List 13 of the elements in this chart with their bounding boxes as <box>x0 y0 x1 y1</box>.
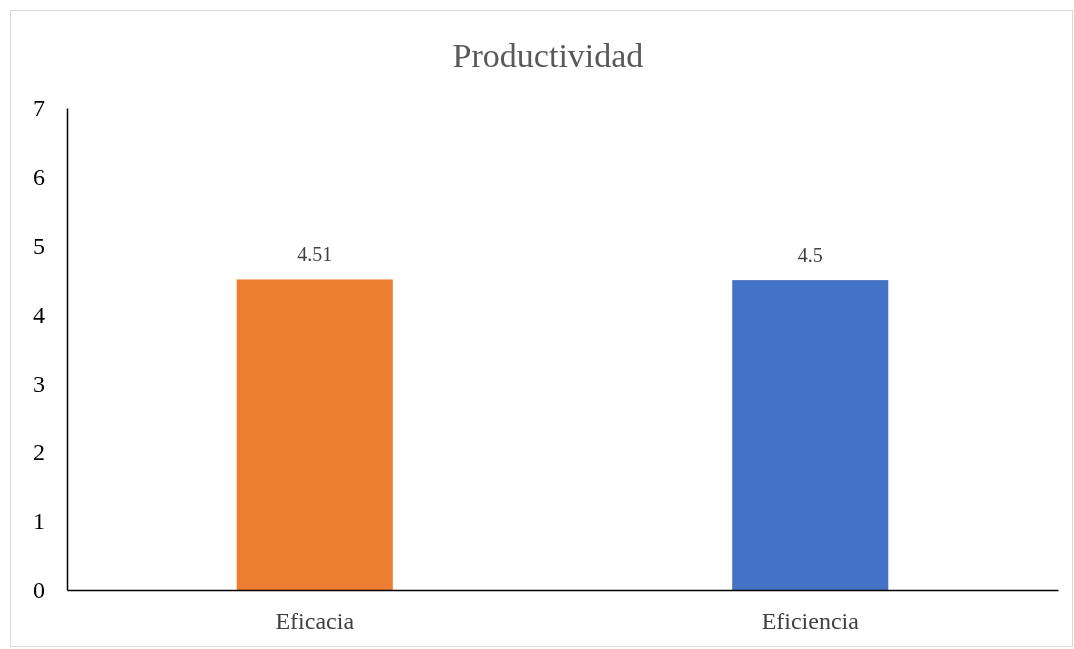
y-tick-label: 6 <box>33 164 45 191</box>
x-tick-label: Eficiencia <box>761 608 860 635</box>
y-tick-label: 1 <box>33 508 45 535</box>
y-tick-label: 2 <box>33 439 45 466</box>
y-tick-label: 0 <box>33 577 45 604</box>
x-tick-label: Eficacia <box>275 608 355 635</box>
y-tick-label: 5 <box>33 232 45 259</box>
data-label: 4.51 <box>297 243 333 266</box>
data-label: 4.5 <box>797 244 823 267</box>
chart-title: Productividad <box>452 37 644 74</box>
y-tick-label: 4 <box>33 301 45 328</box>
y-tick-label: 3 <box>33 370 45 397</box>
y-tick-label: 7 <box>33 95 45 122</box>
